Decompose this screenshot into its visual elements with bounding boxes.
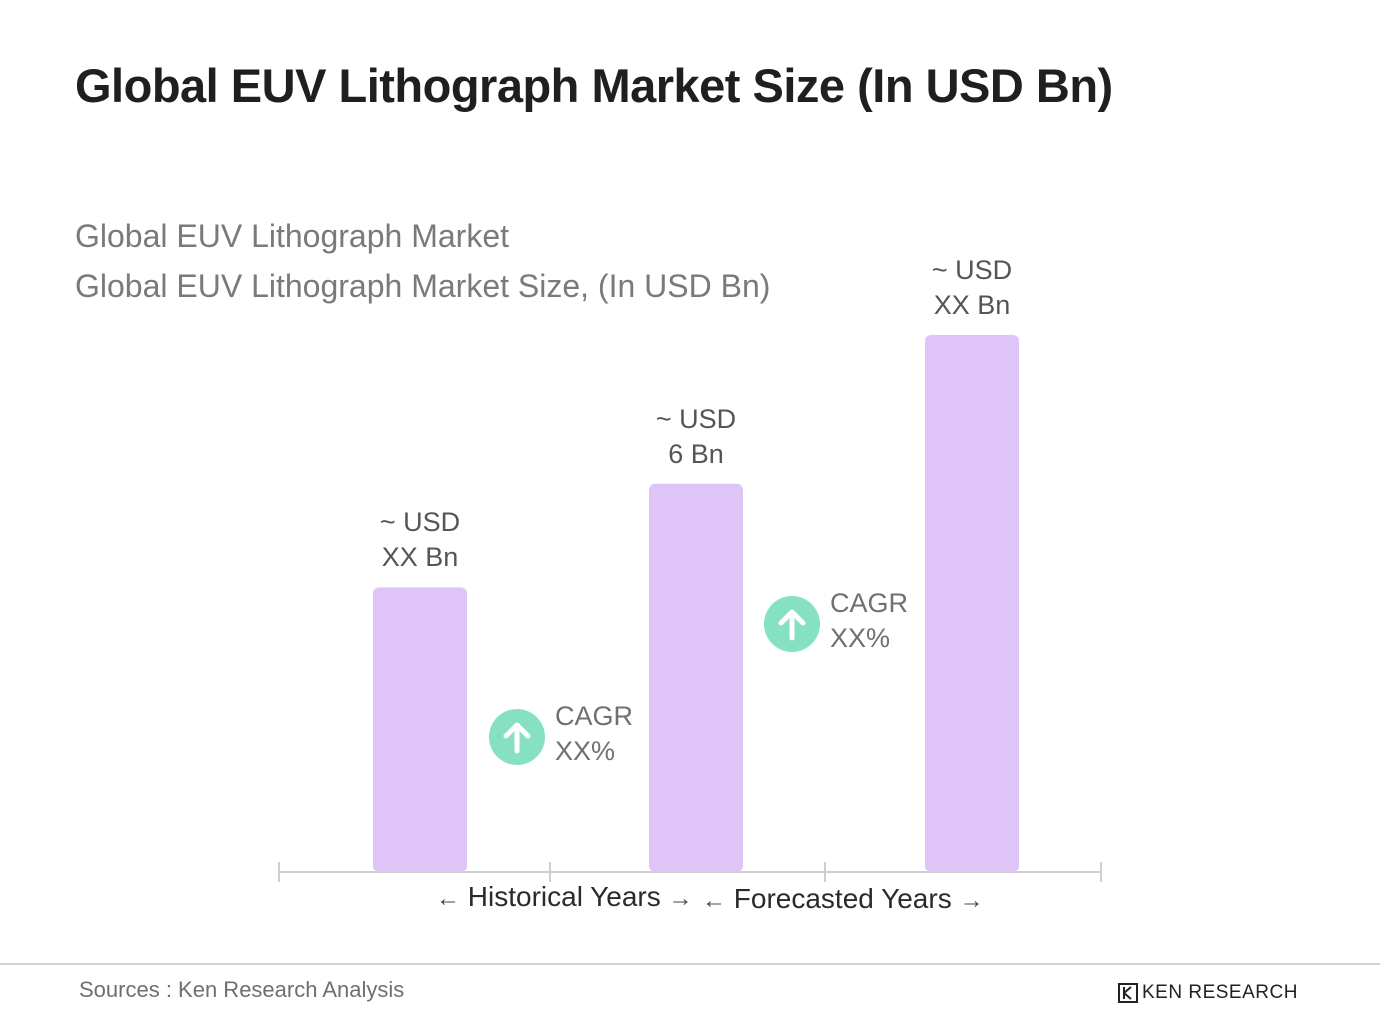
cagr-label-value: XX% [830, 623, 891, 653]
bar-data-label: ~ USD 6 Bn [616, 402, 776, 472]
bar-data-label-line2: 6 Bn [668, 438, 724, 469]
ken-research-logo-icon [1118, 983, 1138, 1003]
bar-data-label: ~ USD XX Bn [892, 253, 1052, 323]
cagr-up-arrow-icon [764, 596, 820, 652]
chart-subtitle-market: Global EUV Lithograph Market [75, 218, 509, 254]
cagr-label-title: CAGR [830, 588, 909, 618]
logo-text: KEN RESEARCH [1142, 982, 1298, 1003]
ken-research-logo: KEN RESEARCH [1118, 982, 1298, 1004]
arrow-left-icon: ← [702, 887, 726, 914]
bar-data-label: ~ USD XX Bn [340, 505, 500, 575]
chart-title: Global EUV Lithograph Market Size (In US… [75, 59, 1113, 112]
footer-divider [0, 963, 1380, 965]
bar [649, 483, 743, 872]
arrow-right-icon: → [668, 885, 693, 912]
source-note: Sources : Ken Research Analysis [79, 977, 405, 1002]
bar-data-label-line2: XX Bn [933, 290, 1011, 320]
period-historical: ← Historical Years → [436, 881, 693, 913]
bar-data-label-line1: ~ USD [931, 255, 1013, 285]
period-forecasted-label: Forecasted Years [733, 883, 952, 914]
bar-data-label-line1: ~ USD [379, 507, 461, 538]
arrow-right-icon: → [959, 887, 984, 914]
bar [373, 587, 467, 872]
bar-data-label-line2: XX Bn [381, 542, 459, 573]
chart-subtitle-size: Global EUV Lithograph Market Size, (In U… [75, 268, 771, 304]
bar-data-label-line1: ~ USD [655, 403, 737, 434]
cagr-up-arrow-icon [489, 709, 545, 765]
period-forecasted: ← Forecasted Years → [702, 883, 983, 915]
cagr-label: CAGR XX% [830, 586, 908, 656]
bar [925, 335, 1019, 872]
cagr-label: CAGR XX% [555, 699, 633, 769]
cagr-label-title: CAGR [555, 701, 634, 731]
period-historical-label: Historical Years [467, 881, 661, 912]
bar-chart [278, 335, 1102, 882]
cagr-label-value: XX% [555, 736, 616, 766]
arrow-left-icon: ← [436, 885, 460, 912]
